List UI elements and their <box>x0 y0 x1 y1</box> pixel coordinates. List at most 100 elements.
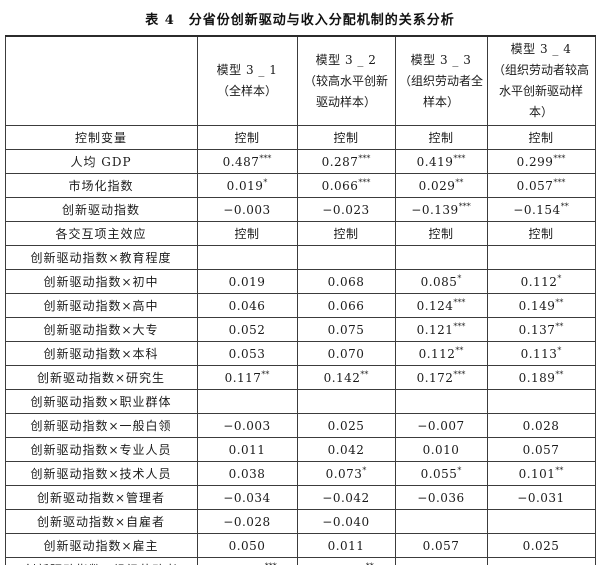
table-row: 创新驱动指数×教育程度 <box>4 245 596 270</box>
cell-value: 0.149** <box>486 293 596 318</box>
cell-value: 0.042 <box>296 437 396 462</box>
table-title: 表 4 分省份创新驱动与收入分配机制的关系分析 <box>145 13 455 28</box>
cell-value <box>196 389 298 414</box>
row-label: 创新驱动指数×一般白领 <box>4 413 198 438</box>
cell-value: 0.011 <box>196 437 298 462</box>
cell-value: 0.287*** <box>296 149 396 174</box>
significance-stars: *** <box>453 153 466 163</box>
cell-value <box>296 389 396 414</box>
significance-stars: ** <box>455 177 464 187</box>
cell-value: 0.019 <box>196 269 298 294</box>
cell-value: 0.010 <box>394 437 488 462</box>
table-row: 创新驱动指数 −0.003 −0.023 −0.139*** −0.154** <box>4 197 596 222</box>
row-label: 创新驱动指数×职业群体 <box>4 389 198 414</box>
cell-value: −0.036 <box>394 485 488 510</box>
cell-value: 控制 <box>486 125 596 150</box>
table-row: 创新驱动指数×自雇者 −0.028 −0.040 <box>4 509 596 534</box>
cell-value <box>486 245 596 270</box>
significance-stars: ** <box>560 201 569 211</box>
cell-value: 0.046 <box>196 293 298 318</box>
table-row: 创新驱动指数×高中 0.046 0.066 0.124*** 0.149** <box>4 293 596 318</box>
table-row: 创新驱动指数×研究生 0.117** 0.142** 0.172*** 0.189** <box>4 365 596 390</box>
cell-value: −0.040 <box>296 509 396 534</box>
regression-table: 模型 3 _ 1 （全样本） 模型 3 _ 2 （较高水平创新驱动样本） 模型 3 _ … <box>4 35 596 565</box>
cell-value: −0.031 <box>486 485 596 510</box>
cell-value: 0.137** <box>486 317 596 342</box>
significance-stars: *** <box>453 369 466 379</box>
row-label: 创新驱动指数×大专 <box>4 317 198 342</box>
row-label: 创新驱动指数×研究生 <box>4 365 198 390</box>
row-label: 创新驱动指数×组织劳动者 <box>4 557 198 565</box>
cell-value: 0.057 <box>394 533 488 558</box>
cell-value <box>394 389 488 414</box>
significance-stars: *** <box>553 153 566 163</box>
cell-value: 0.025 <box>486 533 596 558</box>
significance-stars: * <box>457 273 462 283</box>
significance-stars: *** <box>358 177 371 187</box>
cell-value <box>486 389 596 414</box>
significance-stars: *** <box>259 153 272 163</box>
significance-stars: ** <box>555 321 564 331</box>
cell-value: −0.139*** <box>394 197 488 222</box>
cell-value: 0.124*** <box>394 293 488 318</box>
cell-value: 控制 <box>486 221 596 246</box>
significance-stars: ** <box>366 562 374 565</box>
row-label: 创新驱动指数×初中 <box>4 269 198 294</box>
cell-value: 0.053 <box>196 341 298 366</box>
cell-value: 0.113* <box>486 341 596 366</box>
row-label: 创新驱动指数×高中 <box>4 293 198 318</box>
cell-value: 0.142** <box>296 365 396 390</box>
row-label: 创新驱动指数×自雇者 <box>4 509 198 534</box>
cell-value <box>486 557 596 565</box>
cell-value: 0.057*** <box>486 173 596 198</box>
model-sample-subtitle: （组织劳动者全样本） <box>398 73 483 109</box>
cell-value: 0.055* <box>394 461 488 486</box>
model-column-header: 模型 3 _ 1 （全样本） <box>196 35 298 126</box>
significance-stars: * <box>557 273 562 283</box>
table-row: 创新驱动指数×组织劳动者−0.061***−0.068** <box>4 557 596 565</box>
cell-value: 0.419*** <box>394 149 488 174</box>
model-name: 模型 3 _ 3 <box>410 52 472 67</box>
cell-value: 控制 <box>196 221 298 246</box>
cell-value: 0.112* <box>486 269 596 294</box>
cell-value: −0.061*** <box>196 557 298 565</box>
table-row: 人均 GDP 0.487*** 0.287*** 0.419*** 0.299*** <box>4 149 596 174</box>
row-label: 各交互项主效应 <box>4 221 198 246</box>
table-row: 创新驱动指数×职业群体 <box>4 389 596 414</box>
significance-stars: * <box>457 465 462 475</box>
cell-value: −0.003 <box>196 413 298 438</box>
table-row: 创新驱动指数×一般白领 −0.003 0.025 −0.007 0.028 <box>4 413 596 438</box>
cell-value: 控制 <box>296 125 396 150</box>
cell-value: 0.299*** <box>486 149 596 174</box>
row-label: 人均 GDP <box>4 149 198 174</box>
cell-value: 0.112** <box>394 341 488 366</box>
table-row: 创新驱动指数×管理者 −0.034 −0.042 −0.036 −0.031 <box>4 485 596 510</box>
row-label: 控制变量 <box>4 125 198 150</box>
cell-value: 0.101** <box>486 461 596 486</box>
cell-value: 0.038 <box>196 461 298 486</box>
significance-stars: ** <box>455 345 464 355</box>
model-name: 模型 3 _ 4 <box>510 42 572 56</box>
significance-stars: ** <box>360 369 369 379</box>
cell-value: 0.172*** <box>394 365 488 390</box>
model-sample-subtitle: （全样本） <box>216 84 277 98</box>
cell-value: 0.028 <box>486 413 596 438</box>
cell-value: 控制 <box>196 125 298 150</box>
table-row: 各交互项主效应 控制 控制 控制 控制 <box>4 221 596 246</box>
cell-value: 0.050 <box>196 533 298 558</box>
significance-stars: *** <box>553 177 566 187</box>
row-label: 创新驱动指数×雇主 <box>4 533 198 558</box>
cell-value: 0.073* <box>296 461 396 486</box>
row-label: 创新驱动指数×教育程度 <box>4 245 198 270</box>
cell-value <box>296 245 396 270</box>
corner-header-cell <box>4 35 198 126</box>
cell-value: 0.487*** <box>196 149 298 174</box>
cell-value: −0.068** <box>296 557 396 565</box>
cell-value: 0.011 <box>296 533 396 558</box>
row-label: 创新驱动指数×专业人员 <box>4 437 198 462</box>
cell-value: 0.029** <box>394 173 488 198</box>
significance-stars: *** <box>453 321 466 331</box>
model-sample-subtitle: （组织劳动者较高水平创新驱动样本） <box>492 63 589 119</box>
cell-value: −0.007 <box>394 413 488 438</box>
